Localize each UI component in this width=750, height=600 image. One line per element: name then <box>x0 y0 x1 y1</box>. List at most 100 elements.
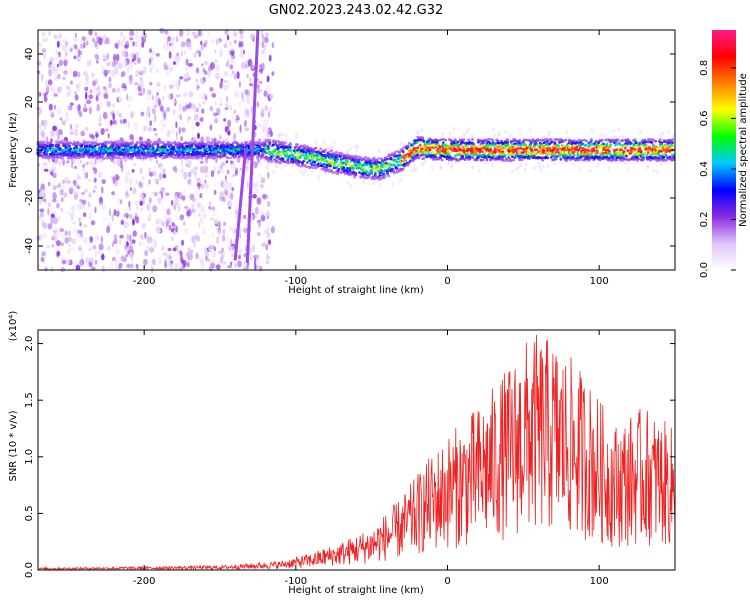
spectrogram-cell <box>404 159 407 162</box>
spectrogram-cell <box>284 163 288 168</box>
spectrogram-cell <box>222 80 225 84</box>
spectrogram-cell <box>477 168 481 173</box>
spectrogram-cell <box>452 127 456 131</box>
spectrogram-cell <box>530 145 534 149</box>
spectrogram-cell <box>73 55 77 60</box>
spectrogram-cell <box>106 62 110 67</box>
spectrogram-cell <box>202 212 207 219</box>
spectrogram-cell <box>148 179 151 185</box>
spectrogram-cell <box>139 167 143 175</box>
spectrogram-cell <box>102 34 107 39</box>
spectrogram-cell <box>129 133 134 141</box>
spectrogram-cell <box>497 132 500 137</box>
spectrogram-cell <box>107 119 111 126</box>
spectrogram-cell <box>265 149 269 153</box>
spectrogram-cell <box>227 265 233 269</box>
spectrogram-cell <box>302 171 306 176</box>
spectrogram-cell <box>175 121 178 129</box>
spectrogram-cell <box>115 210 120 217</box>
spectrogram-cell <box>538 138 542 142</box>
spectrogram-cell <box>165 217 169 221</box>
spectrogram-cell <box>152 223 156 227</box>
spectrogram-cell <box>173 229 176 236</box>
spectrogram-cell <box>242 112 246 117</box>
spectrogram-cell <box>195 231 200 237</box>
spectrogram-cell <box>113 234 118 240</box>
spectrogram-cell <box>472 142 475 146</box>
spectrogram-cell <box>325 163 329 167</box>
spectrogram-cell <box>193 166 198 171</box>
spectrogram-cell <box>194 234 200 242</box>
spectrogram-cell <box>125 207 128 211</box>
spectrogram-cell <box>239 124 242 133</box>
spectrogram-cell <box>186 158 190 164</box>
spectrogram-cell <box>87 201 91 208</box>
spectrogram-cell <box>104 143 108 146</box>
spectrogram-cell <box>50 216 54 225</box>
spectrogram-cell <box>116 53 120 62</box>
spectrogram-cell <box>65 51 68 57</box>
spectrogram-cell <box>589 153 593 157</box>
spectrogram-cell <box>39 150 42 153</box>
spectrogram-cell <box>124 212 130 218</box>
spectrogram-cell <box>104 145 108 148</box>
spectrogram-cell <box>88 106 93 115</box>
spectrogram-cell <box>166 45 170 51</box>
spectrogram-cell <box>200 40 203 46</box>
spectrogram-cell <box>44 123 47 131</box>
spectrogram-cell <box>270 160 274 163</box>
spectrogram-cell <box>215 264 221 270</box>
spectrogram-cell <box>181 166 184 174</box>
spectrogram-cell <box>438 146 441 150</box>
spectrogram-cell <box>225 95 229 102</box>
spectrogram-cell <box>62 44 66 52</box>
spectrogram-cell <box>121 50 126 57</box>
spectrogram-cell <box>372 164 376 168</box>
spectrogram-cell <box>198 102 202 108</box>
spectrogram-cell <box>547 130 551 135</box>
spectrogram-cell <box>69 102 74 106</box>
spectrogram-cell <box>383 175 387 179</box>
spectrogram-cell <box>227 156 230 160</box>
spectrogram-cell <box>201 197 205 201</box>
spectrogram-cell <box>529 152 532 156</box>
spectrogram-cell <box>295 131 298 136</box>
spectrogram-cell <box>155 95 159 100</box>
spectrogram-cell <box>141 222 147 229</box>
spectrogram-cell <box>244 89 249 95</box>
spectrogram-cell <box>148 167 151 173</box>
spectrogram-cell <box>452 157 456 160</box>
spectrogram-cell <box>39 213 42 218</box>
spectrogram-cell <box>61 84 64 90</box>
spectrogram-cell <box>160 221 166 227</box>
spectrogram-cell <box>191 198 197 202</box>
spectrogram-cell <box>491 139 495 142</box>
spectrogram-cell <box>115 156 119 159</box>
spectrogram-cell <box>266 131 271 138</box>
spectrogram-cell <box>322 166 326 169</box>
spectrogram-cell <box>558 153 562 156</box>
spectrogram-cell <box>191 208 195 213</box>
spectrogram-cell <box>177 250 183 254</box>
spectrogram-cell <box>48 61 52 65</box>
spectrogram-cell <box>245 141 249 144</box>
spectrogram-cell <box>187 63 193 67</box>
spectrogram-cell <box>108 82 113 89</box>
spectrogram-cell <box>132 230 137 237</box>
spectrogram-cell <box>166 107 170 112</box>
spectrogram-cell <box>346 169 349 173</box>
spectrogram-cell <box>256 259 261 267</box>
spectrogram-cell <box>265 37 269 44</box>
spectrogram-cell <box>213 210 218 217</box>
spectrogram-cell <box>199 217 203 224</box>
spectrogram-cell <box>69 45 75 52</box>
spectrogram-cell <box>380 169 383 172</box>
spectrogram-cell <box>230 261 233 266</box>
spectrogram-cell <box>388 154 392 158</box>
spectrogram-cell <box>65 259 71 265</box>
spectrogram-cell <box>458 145 462 149</box>
spectrogram-cell <box>94 250 98 257</box>
spectrogram-cell <box>502 152 506 155</box>
spectrogram-cell <box>401 146 405 150</box>
spectrogram-cell <box>57 214 61 222</box>
